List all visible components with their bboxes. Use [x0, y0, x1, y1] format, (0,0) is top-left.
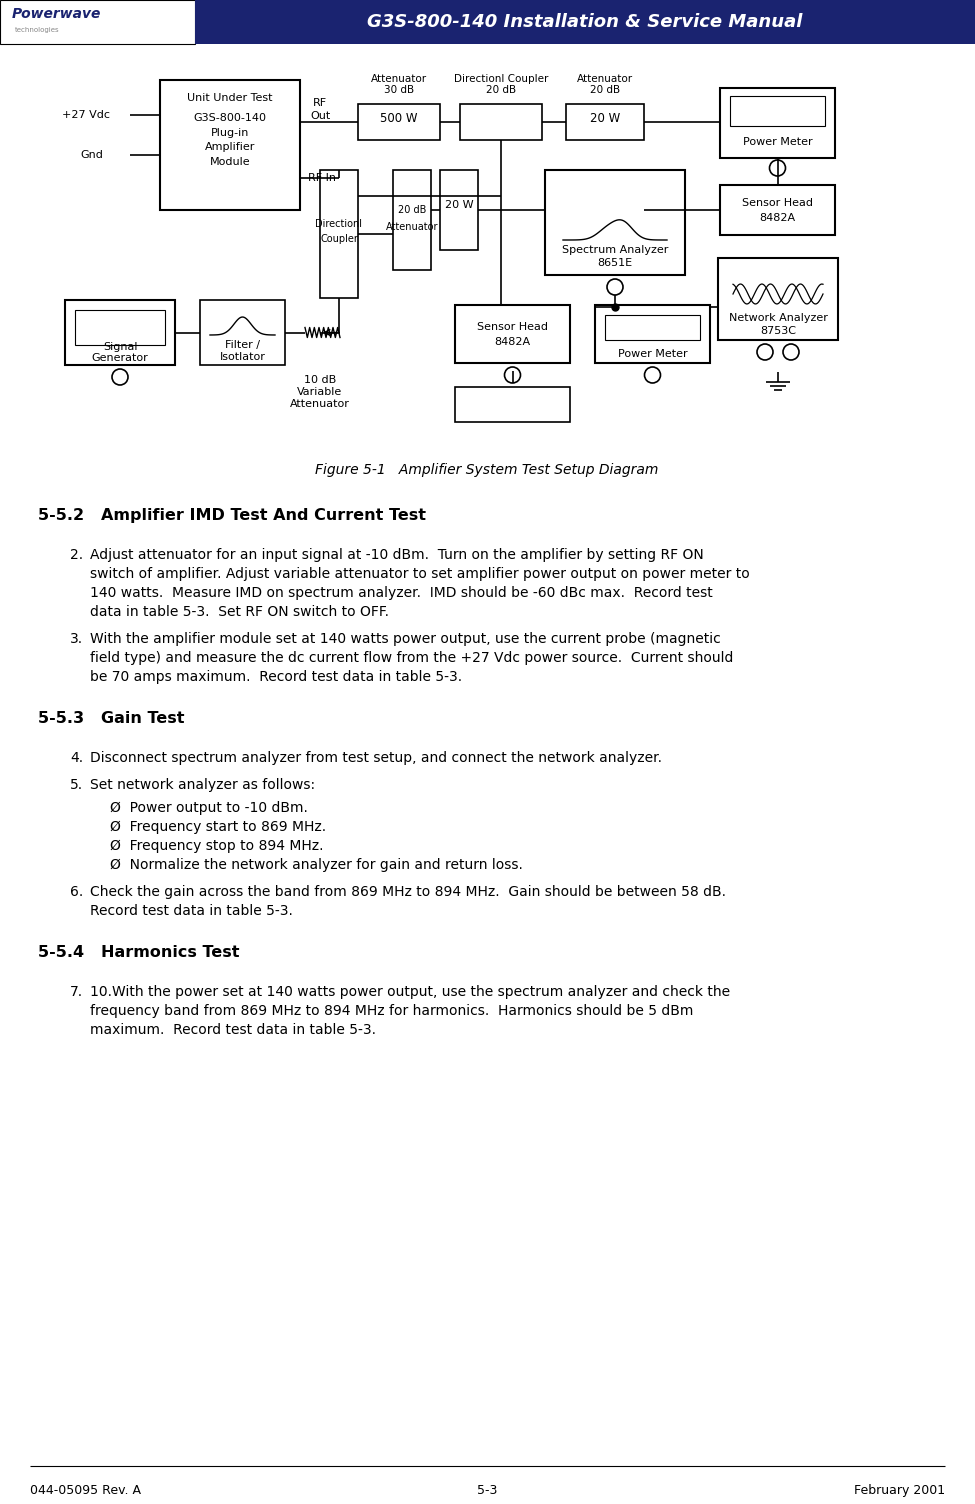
Bar — [455, 305, 570, 362]
Bar — [720, 89, 835, 158]
Text: Module: Module — [210, 156, 251, 167]
Bar — [75, 310, 165, 344]
Text: 3.: 3. — [70, 632, 83, 647]
Text: Set network analyzer as follows:: Set network analyzer as follows: — [90, 778, 315, 793]
Text: Ø  Normalize the network analyzer for gain and return loss.: Ø Normalize the network analyzer for gai… — [110, 857, 523, 872]
Text: maximum.  Record test data in table 5-3.: maximum. Record test data in table 5-3. — [90, 1023, 376, 1036]
Text: Disconnect spectrum analyzer from test setup, and connect the network analyzer.: Disconnect spectrum analyzer from test s… — [90, 750, 662, 766]
Text: G3S-800-140 Installation & Service Manual: G3S-800-140 Installation & Service Manua… — [368, 14, 802, 32]
Text: 5-5.3   Gain Test: 5-5.3 Gain Test — [38, 711, 184, 726]
Text: Generator: Generator — [92, 353, 148, 362]
Text: Attenuator: Attenuator — [577, 74, 633, 84]
Text: G3S-800-140: G3S-800-140 — [193, 113, 266, 123]
Text: 2.: 2. — [70, 547, 83, 562]
Text: 8482A: 8482A — [760, 214, 796, 223]
Bar — [718, 259, 838, 340]
Bar — [65, 299, 175, 365]
Text: 20 W: 20 W — [590, 111, 620, 125]
Text: Ø  Power output to -10 dBm.: Ø Power output to -10 dBm. — [110, 802, 308, 815]
Text: 140 watts.  Measure IMD on spectrum analyzer.  IMD should be -60 dBc max.  Recor: 140 watts. Measure IMD on spectrum analy… — [90, 587, 713, 600]
Text: Directionl: Directionl — [316, 220, 363, 229]
Bar — [195, 0, 975, 44]
Text: Plug-in: Plug-in — [211, 128, 250, 138]
Text: Sensor Head: Sensor Head — [742, 199, 813, 208]
Text: Amplifier: Amplifier — [205, 141, 255, 152]
Text: Out: Out — [310, 111, 331, 120]
Text: data in table 5-3.  Set RF ON switch to OFF.: data in table 5-3. Set RF ON switch to O… — [90, 605, 389, 620]
Text: Network Analyzer: Network Analyzer — [728, 313, 828, 323]
Text: Variable: Variable — [297, 387, 342, 397]
Bar — [460, 104, 542, 140]
Text: Filter /: Filter / — [225, 340, 260, 350]
Bar — [455, 387, 570, 423]
Text: frequency band from 869 MHz to 894 MHz for harmonics.  Harmonics should be 5 dBm: frequency band from 869 MHz to 894 MHz f… — [90, 1005, 693, 1018]
Text: Signal: Signal — [102, 341, 137, 352]
Text: With the amplifier module set at 140 watts power output, use the current probe (: With the amplifier module set at 140 wat… — [90, 632, 721, 647]
Text: Spectrum Analyzer: Spectrum Analyzer — [562, 245, 668, 256]
Text: Directionl Coupler: Directionl Coupler — [453, 74, 548, 84]
Text: be 70 amps maximum.  Record test data in table 5-3.: be 70 amps maximum. Record test data in … — [90, 669, 462, 684]
Text: Record test data in table 5-3.: Record test data in table 5-3. — [90, 904, 292, 917]
Bar — [200, 299, 285, 365]
Text: Unit Under Test: Unit Under Test — [187, 93, 273, 102]
Text: 044-05095 Rev. A: 044-05095 Rev. A — [30, 1484, 141, 1496]
Bar — [595, 305, 710, 362]
Bar — [440, 170, 478, 250]
Text: Adjust attenuator for an input signal at -10 dBm.  Turn on the amplifier by sett: Adjust attenuator for an input signal at… — [90, 547, 704, 562]
Bar — [605, 314, 700, 340]
Text: RF: RF — [313, 98, 328, 108]
Text: field type) and measure the dc current flow from the +27 Vdc power source.  Curr: field type) and measure the dc current f… — [90, 651, 733, 665]
Text: 8651E: 8651E — [598, 259, 633, 268]
Text: 5-5.4   Harmonics Test: 5-5.4 Harmonics Test — [38, 945, 240, 960]
Text: switch of amplifier. Adjust variable attenuator to set amplifier power output on: switch of amplifier. Adjust variable att… — [90, 567, 750, 581]
Text: 20 dB: 20 dB — [590, 86, 620, 95]
Text: 4.: 4. — [70, 750, 83, 766]
Text: 20 W: 20 W — [445, 200, 473, 211]
Text: Ø  Frequency stop to 894 MHz.: Ø Frequency stop to 894 MHz. — [110, 839, 324, 853]
Text: Ø  Frequency start to 869 MHz.: Ø Frequency start to 869 MHz. — [110, 820, 326, 835]
Text: 8753C: 8753C — [760, 326, 796, 335]
Text: Check the gain across the band from 869 MHz to 894 MHz.  Gain should be between : Check the gain across the band from 869 … — [90, 884, 726, 899]
Bar — [320, 170, 358, 298]
Text: 8482A: 8482A — [494, 337, 530, 347]
Text: Power Meter: Power Meter — [618, 349, 687, 359]
Text: 5-5.2   Amplifier IMD Test And Current Test: 5-5.2 Amplifier IMD Test And Current Tes… — [38, 508, 426, 523]
Text: +27 Vdc: +27 Vdc — [62, 110, 110, 120]
Text: 7.: 7. — [70, 985, 83, 999]
Text: 500 W: 500 W — [380, 111, 417, 125]
Text: 10 dB: 10 dB — [304, 374, 336, 385]
Bar — [358, 104, 440, 140]
Text: Sensor Head: Sensor Head — [477, 322, 548, 332]
Bar — [720, 185, 835, 235]
Text: Power Meter: Power Meter — [743, 137, 812, 147]
Bar — [393, 170, 431, 271]
Text: Figure 5-1   Amplifier System Test Setup Diagram: Figure 5-1 Amplifier System Test Setup D… — [315, 463, 659, 477]
Bar — [730, 96, 825, 126]
Text: February 2001: February 2001 — [854, 1484, 945, 1496]
Text: 10.With the power set at 140 watts power output, use the spectrum analyzer and c: 10.With the power set at 140 watts power… — [90, 985, 730, 999]
Text: technologies: technologies — [15, 27, 59, 33]
Text: Attenuator: Attenuator — [291, 399, 350, 409]
Text: Coupler: Coupler — [320, 235, 358, 244]
Text: Powerwave: Powerwave — [12, 8, 101, 21]
Text: Attenuator: Attenuator — [386, 223, 438, 232]
Text: Attenuator: Attenuator — [370, 74, 427, 84]
Text: 6.: 6. — [70, 884, 83, 899]
Bar — [545, 170, 685, 275]
Bar — [160, 80, 300, 211]
Text: Isotlator: Isotlator — [219, 352, 265, 362]
Text: 20 dB: 20 dB — [398, 205, 426, 215]
Text: 5-3: 5-3 — [477, 1484, 497, 1496]
Bar — [566, 104, 644, 140]
Bar — [0, 0, 195, 44]
Text: 30 dB: 30 dB — [384, 86, 414, 95]
Text: Gnd: Gnd — [80, 150, 103, 159]
Text: RF In: RF In — [308, 173, 336, 183]
Text: 20 dB: 20 dB — [486, 86, 516, 95]
Text: 5.: 5. — [70, 778, 83, 793]
